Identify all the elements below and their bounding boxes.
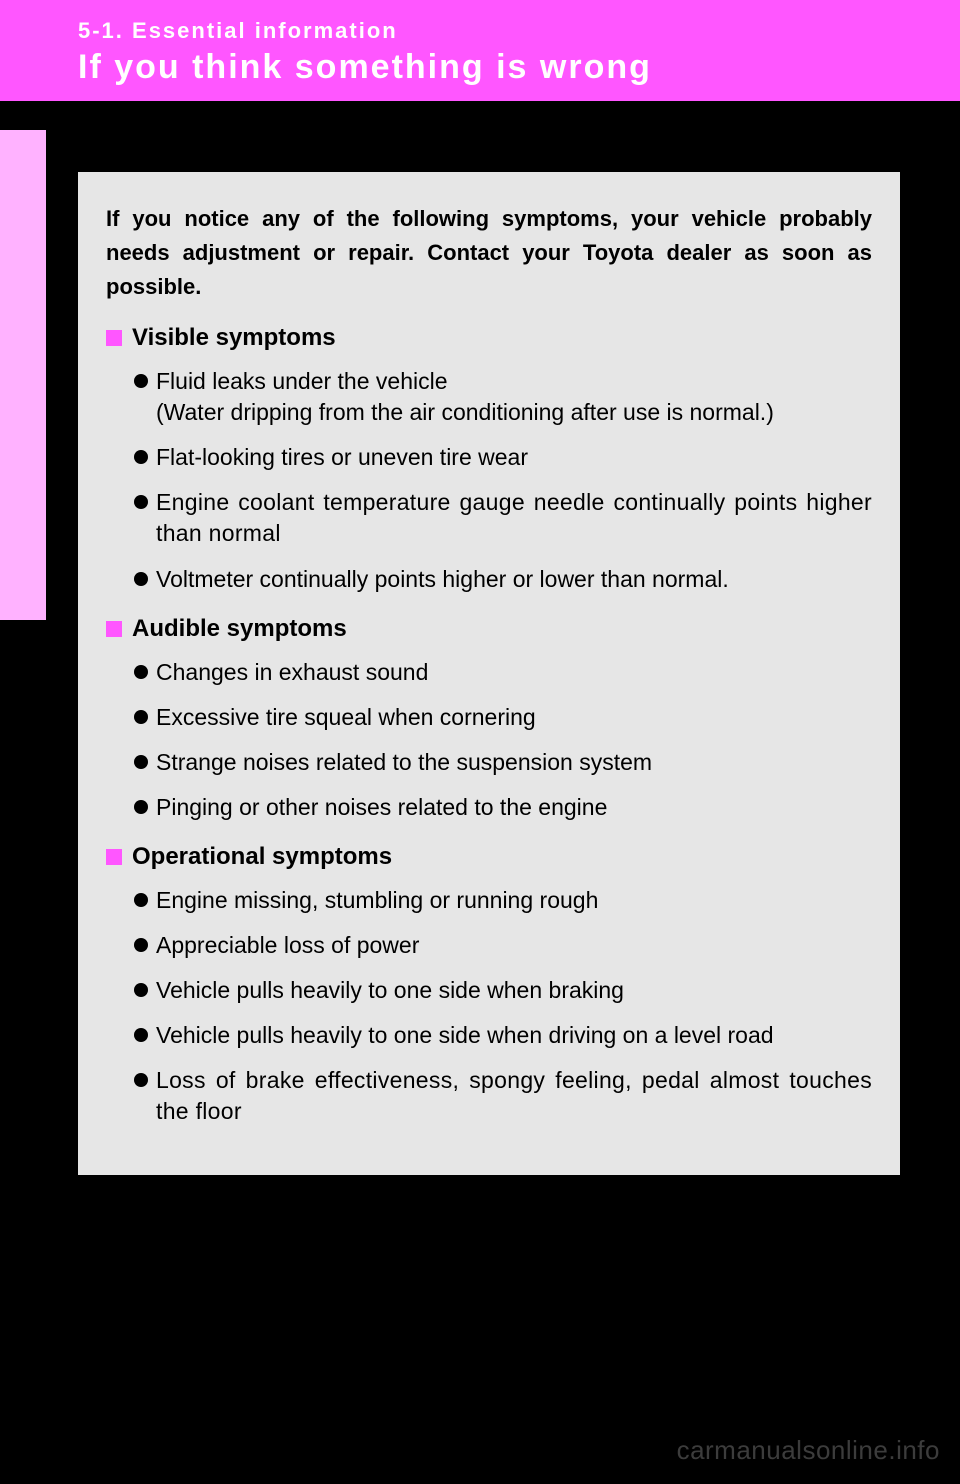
list-item: Changes in exhaust sound [134,657,872,688]
square-bullet-icon [106,849,122,865]
item-text: Loss of brake effectiveness, spongy feel… [156,1065,872,1127]
round-bullet-icon [134,495,148,509]
list-item: Pinging or other noises related to the e… [134,792,872,823]
item-text: Pinging or other noises related to the e… [156,792,872,823]
round-bullet-icon [134,450,148,464]
item-text: Engine coolant temperature gauge needle … [156,487,872,549]
section-heading-text: Audible symptoms [132,615,347,643]
section-heading: Audible symptoms [106,615,872,643]
round-bullet-icon [134,755,148,769]
item-text: Changes in exhaust sound [156,657,872,688]
list-item: Appreciable loss of power [134,930,872,961]
list-item: Excessive tire squeal when cornering [134,702,872,733]
item-text: Engine missing, stumbling or running rou… [156,885,872,916]
round-bullet-icon [134,893,148,907]
item-text: Vehicle pulls heavily to one side when d… [156,1020,872,1051]
round-bullet-icon [134,1073,148,1087]
item-text: Vehicle pulls heavily to one side when b… [156,975,872,1006]
item-text: Excessive tire squeal when cornering [156,702,872,733]
list-item: Vehicle pulls heavily to one side when d… [134,1020,872,1051]
round-bullet-icon [134,374,148,388]
list-item: Flat-looking tires or uneven tire wear [134,442,872,473]
list-item: Strange noises related to the suspension… [134,747,872,778]
intro-text: If you notice any of the following sympt… [106,202,872,304]
round-bullet-icon [134,572,148,586]
section-number: 5-1. Essential information [78,18,960,44]
page-header: 5-1. Essential information If you think … [0,0,960,101]
content-box: If you notice any of the following sympt… [78,172,900,1175]
section-heading-text: Visible symptoms [132,324,336,352]
list-item: Vehicle pulls heavily to one side when b… [134,975,872,1006]
item-text: Fluid leaks under the vehicle(Water drip… [156,366,872,428]
round-bullet-icon [134,938,148,952]
round-bullet-icon [134,665,148,679]
watermark-text: carmanualsonline.info [677,1435,940,1466]
section-heading-text: Operational symptoms [132,843,392,871]
list-item: Engine missing, stumbling or running rou… [134,885,872,916]
list-item: Engine coolant temperature gauge needle … [134,487,872,549]
round-bullet-icon [134,800,148,814]
section-audible: Audible symptoms Changes in exhaust soun… [106,615,872,823]
list-item: Fluid leaks under the vehicle(Water drip… [134,366,872,428]
section-heading: Operational symptoms [106,843,872,871]
section-visible: Visible symptoms Fluid leaks under the v… [106,324,872,594]
left-margin-tab [0,130,46,620]
item-text: Appreciable loss of power [156,930,872,961]
page-title: If you think something is wrong [78,48,960,87]
round-bullet-icon [134,710,148,724]
list-item: Loss of brake effectiveness, spongy feel… [134,1065,872,1127]
round-bullet-icon [134,1028,148,1042]
list-item: Voltmeter continually points higher or l… [134,564,872,595]
section-heading: Visible symptoms [106,324,872,352]
square-bullet-icon [106,330,122,346]
round-bullet-icon [134,983,148,997]
item-text: Flat-looking tires or uneven tire wear [156,442,872,473]
section-operational: Operational symptoms Engine missing, stu… [106,843,872,1127]
item-text: Voltmeter continually points higher or l… [156,564,872,595]
square-bullet-icon [106,621,122,637]
item-text: Strange noises related to the suspension… [156,747,872,778]
